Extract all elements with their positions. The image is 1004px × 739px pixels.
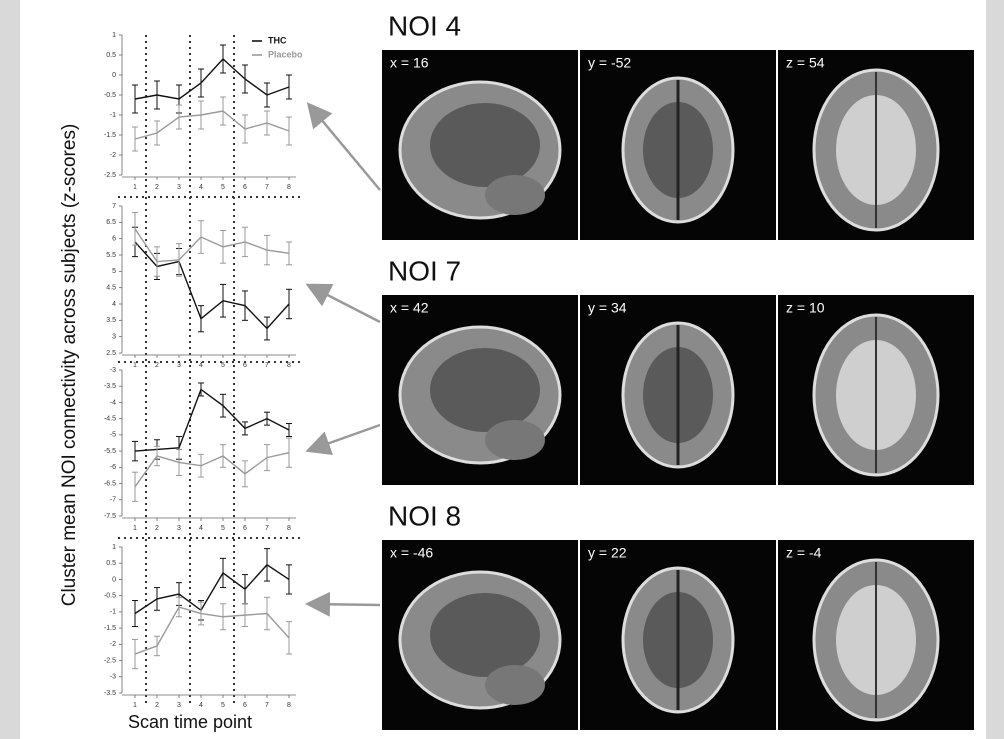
view-label: y = 22 [588,545,627,561]
y-tick-label: 7 [112,203,116,210]
x-tick-label: 4 [199,525,203,532]
x-tick-label: 3 [177,525,181,532]
x-tick-label: 6 [243,702,247,709]
y-axis-label: Cluster mean NOI connectivity across sub… [59,124,80,607]
y-tick-label: 3 [112,334,116,341]
brain-inner [430,593,540,677]
y-tick-label: -0.5 [104,92,116,99]
x-tick-label: 4 [199,184,203,191]
panel-title: NOI 4 [388,10,461,41]
figure: Cluster mean NOI connectivity across sub… [0,0,1004,739]
x-tick-label: 4 [199,702,203,709]
view-label: x = 42 [390,300,429,316]
x-tick-label: 1 [133,362,137,369]
x-tick-label: 5 [221,525,225,532]
y-tick-label: -4.5 [104,416,116,423]
x-tick-label: 6 [243,525,247,532]
view-label: z = 54 [786,55,825,71]
y-tick-label: -6.5 [104,480,116,487]
y-tick-label: -6 [110,464,116,471]
cerebellum [485,175,545,215]
x-tick-label: 8 [287,525,291,532]
x-tick-label: 6 [243,362,247,369]
cerebellum [485,665,545,705]
y-tick-label: 5.5 [106,252,116,259]
y-tick-label: 0 [112,72,116,79]
y-tick-label: -5.5 [104,448,116,455]
y-tick-label: -1 [110,609,116,616]
x-axis-label: Scan time point [128,712,252,732]
y-tick-label: -5 [110,432,116,439]
y-tick-label: -7 [110,497,116,504]
y-tick-label: 6.5 [106,219,116,226]
x-tick-label: 5 [221,702,225,709]
y-tick-label: 3.5 [106,317,116,324]
y-tick-label: 1 [112,544,116,551]
y-tick-label: -3 [110,367,116,374]
legend-label: Placebo [268,49,303,59]
view-label: x = 16 [390,55,429,71]
y-tick-label: 1 [112,32,116,39]
x-tick-label: 5 [221,184,225,191]
y-tick-label: -2 [110,641,116,648]
x-tick-label: 3 [177,702,181,709]
view-label: x = -46 [390,545,433,561]
y-tick-label: 5 [112,268,116,275]
y-tick-label: 0 [112,576,116,583]
y-tick-label: -1.5 [104,132,116,139]
x-tick-label: 1 [133,702,137,709]
x-tick-label: 4 [199,362,203,369]
x-tick-label: 1 [133,184,137,191]
x-tick-label: 8 [287,702,291,709]
y-tick-label: -7.5 [104,513,116,520]
x-tick-label: 3 [177,184,181,191]
cerebellum [485,420,545,460]
x-tick-label: 8 [287,184,291,191]
panel-title: NOI 7 [388,255,461,286]
arrow [310,604,380,605]
x-tick-label: 7 [265,184,269,191]
x-tick-label: 5 [221,362,225,369]
x-tick-label: 8 [287,362,291,369]
x-tick-label: 7 [265,362,269,369]
x-tick-label: 2 [155,525,159,532]
y-tick-label: -3.5 [104,690,116,697]
y-tick-label: -1.5 [104,625,116,632]
view-label: z = 10 [786,300,825,316]
y-tick-label: 4 [112,301,116,308]
y-tick-label: -2 [110,152,116,159]
y-tick-label: -3.5 [104,383,116,390]
brain-inner [430,103,540,187]
y-tick-label: 2.5 [106,350,116,357]
x-tick-label: 7 [265,525,269,532]
y-tick-label: -0.5 [104,593,116,600]
brain-inner [430,348,540,432]
y-tick-label: -1 [110,112,116,119]
x-tick-label: 3 [177,362,181,369]
y-tick-label: -3 [110,674,116,681]
view-label: y = 34 [588,300,627,316]
x-tick-label: 2 [155,702,159,709]
legend-label: THC [268,35,287,45]
view-label: z = -4 [786,545,822,561]
panel-title: NOI 8 [388,500,461,531]
x-tick-label: 2 [155,184,159,191]
x-tick-label: 2 [155,362,159,369]
x-tick-label: 6 [243,184,247,191]
y-tick-label: 6 [112,236,116,243]
brain-panels: NOI 4 x = 16 y = -52 z = 54 NOI 7 x = 42 y = 3… [382,10,974,730]
y-tick-label: -2.5 [104,172,116,179]
x-tick-label: 7 [265,702,269,709]
y-tick-label: 0.5 [106,52,116,59]
y-tick-label: -2.5 [104,657,116,664]
y-tick-label: 0.5 [106,560,116,567]
x-tick-label: 1 [133,525,137,532]
view-label: y = -52 [588,55,631,71]
y-tick-label: -4 [110,399,116,406]
y-tick-label: 4.5 [106,285,116,292]
